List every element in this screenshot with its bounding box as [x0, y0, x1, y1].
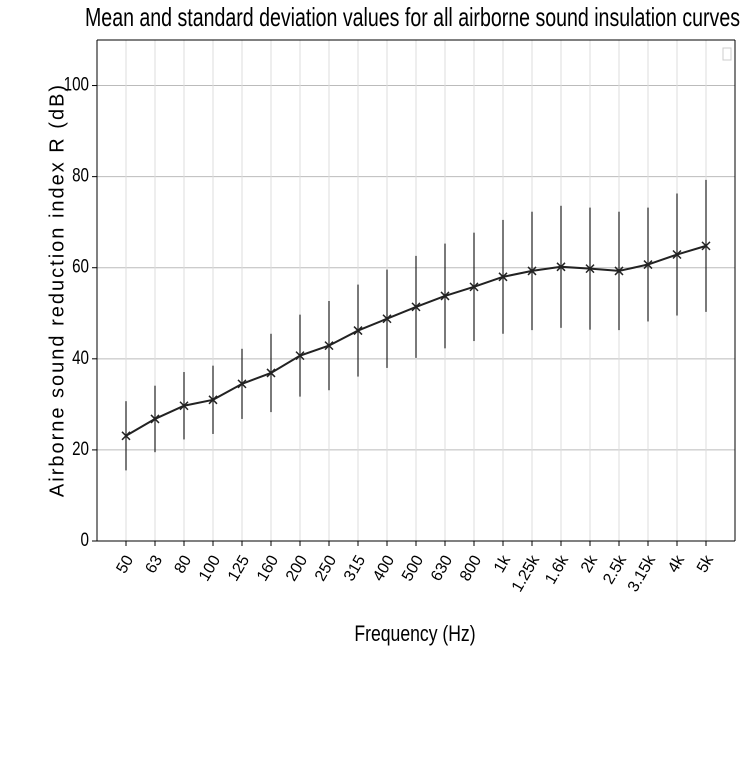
x-tick-label: 500: [399, 553, 427, 585]
marker: [121, 431, 131, 441]
y-tick-label: 100: [64, 73, 89, 95]
marker: [295, 351, 305, 361]
marker: [208, 395, 218, 405]
x-tick-label: 315: [341, 553, 369, 585]
x-tick-label: 50: [113, 553, 137, 577]
y-tick-label: 80: [72, 164, 89, 186]
x-tick-label: 3.15k: [625, 552, 660, 595]
x-tick-label: 200: [283, 553, 311, 585]
marker: [150, 414, 160, 424]
marker: [498, 272, 508, 282]
marker: [266, 368, 276, 378]
marker: [179, 401, 189, 411]
marker: [237, 379, 247, 389]
y-tick-label: 60: [72, 255, 89, 277]
chart-title: Mean and standard deviation values for a…: [85, 2, 740, 32]
marker: [585, 264, 595, 274]
marker: [440, 291, 450, 301]
x-tick-label: 800: [457, 553, 485, 585]
marker: [353, 326, 363, 336]
x-tick-label: 400: [370, 553, 398, 585]
marker: [382, 314, 392, 324]
x-tick-label: 2.5k: [600, 552, 630, 588]
marker: [411, 302, 421, 312]
marker: [614, 266, 624, 276]
y-tick-label: 40: [72, 346, 89, 368]
x-axis-label: Frequency (Hz): [354, 622, 475, 646]
x-tick-label: 80: [171, 553, 195, 577]
legend-box: [722, 47, 732, 61]
marker: [556, 262, 566, 272]
y-axis-label: Airborne sound reduction index R (dB): [46, 83, 68, 497]
marker: [672, 249, 682, 260]
x-tick-label: 1k: [491, 552, 515, 576]
x-tick-label: 5k: [694, 552, 718, 576]
marker: [527, 266, 537, 276]
x-tick-label: 160: [254, 553, 282, 585]
marker: [469, 282, 479, 292]
y-tick-label: 0: [81, 528, 89, 550]
x-tick-label: 125: [225, 553, 253, 585]
x-tick-label: 4k: [665, 552, 689, 576]
marker: [643, 260, 653, 270]
marker: [324, 341, 334, 351]
x-tick-label: 100: [196, 553, 224, 585]
x-tick-label: 1.25k: [509, 552, 544, 595]
marker: [701, 241, 711, 251]
x-tick-label: 2k: [578, 552, 602, 576]
y-tick-label: 20: [72, 437, 89, 459]
x-tick-label: 630: [428, 553, 456, 585]
x-tick-label: 250: [312, 553, 340, 585]
x-tick-label: 63: [142, 553, 166, 577]
x-tick-label: 1.6k: [542, 552, 572, 588]
